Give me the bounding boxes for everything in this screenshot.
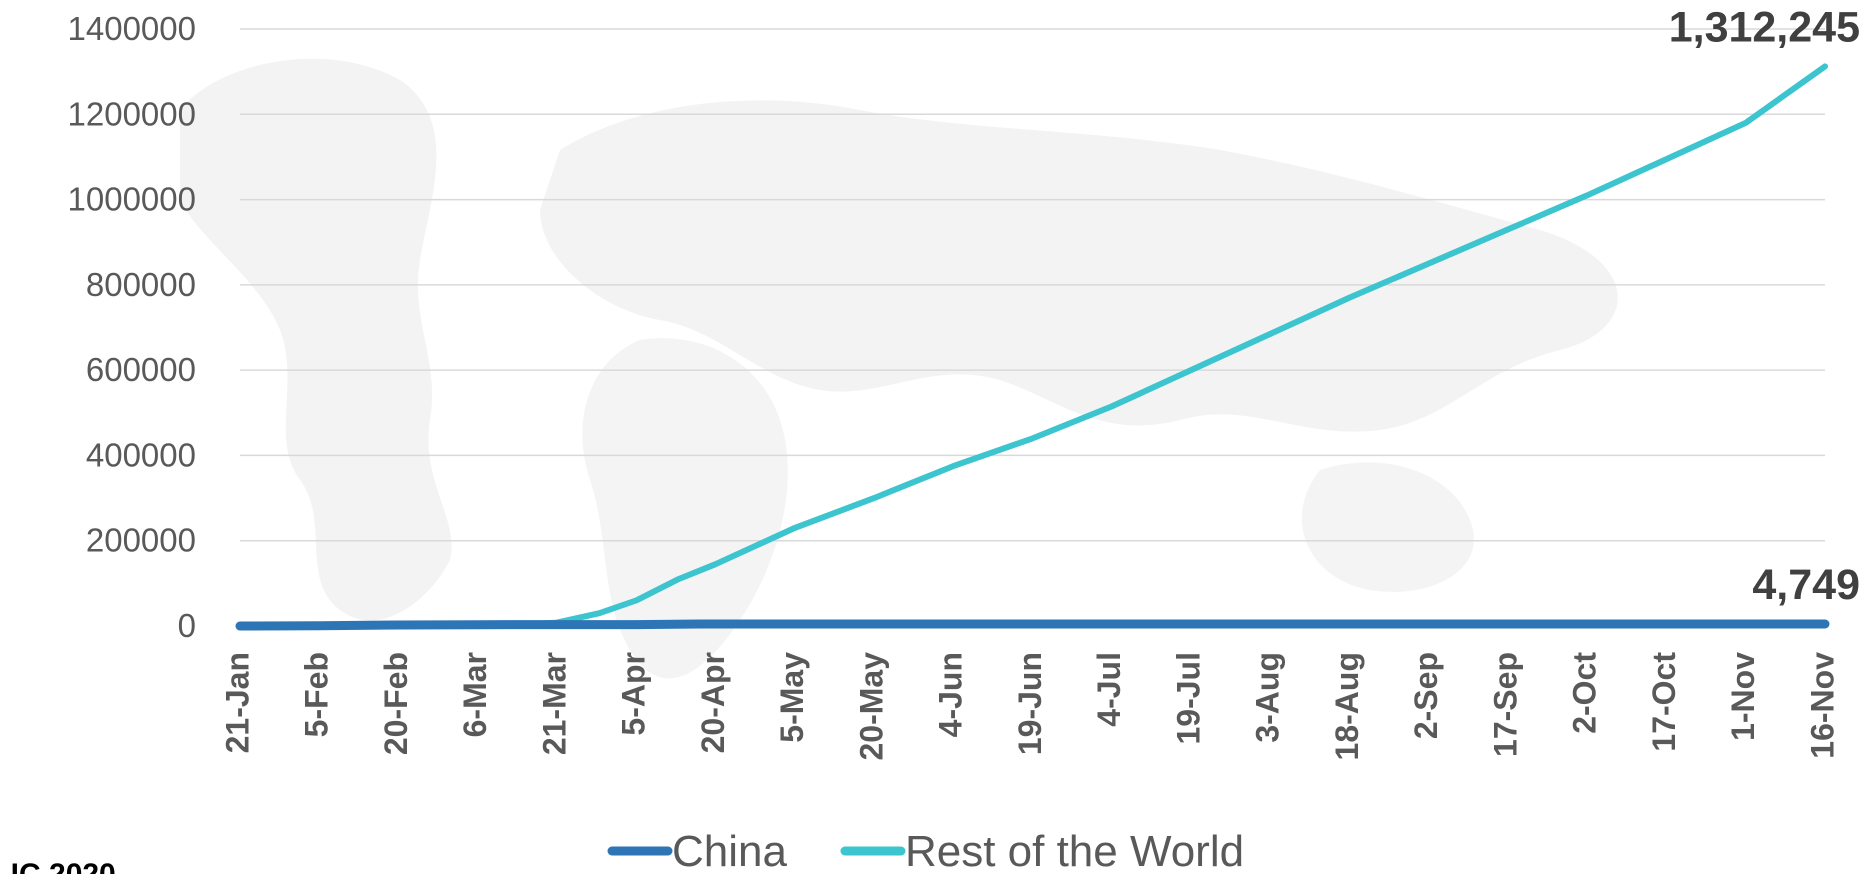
end-value-label: 4,749 xyxy=(1752,561,1860,609)
x-tick-label: 5-Feb xyxy=(299,652,335,737)
x-tick-label: 19-Jul xyxy=(1170,652,1206,744)
map-landmass-americas xyxy=(180,58,452,621)
end-value-label: 1,312,245 xyxy=(1669,3,1860,51)
map-landmass-australia xyxy=(1301,462,1474,592)
legend: China Rest of the World xyxy=(607,827,1244,874)
y-axis: 0 200000 400000 600000 800000 1000000 1200000 1… xyxy=(68,10,196,644)
y-tick-label: 1200000 xyxy=(68,95,196,132)
y-tick-label: 1000000 xyxy=(68,181,196,218)
y-tick-label: 800000 xyxy=(86,266,196,303)
x-tick-label: 1-Nov xyxy=(1725,652,1761,741)
x-tick-label: 17-Oct xyxy=(1646,652,1682,752)
series-line-china xyxy=(235,619,1830,631)
map-landmass-africa xyxy=(582,338,788,679)
x-axis: 21-Jan 5-Feb 20-Feb 6-Mar 21-Mar 5-Apr 20-Apr 5… xyxy=(219,652,1840,761)
legend-label: Rest of the World xyxy=(905,827,1244,874)
end-labels: 4,749 1,312,245 xyxy=(1669,3,1860,609)
x-tick-label: 5-May xyxy=(774,652,810,743)
series-lines xyxy=(235,63,1830,631)
map-landmass-eurasia xyxy=(540,100,1618,432)
y-tick-label: 600000 xyxy=(86,351,196,388)
legend-label: China xyxy=(672,827,787,874)
footnote: ..IC 2020 xyxy=(0,858,116,874)
x-tick-label: 17-Sep xyxy=(1487,652,1523,757)
background-world-map xyxy=(180,58,1618,679)
x-tick-label: 21-Mar xyxy=(536,652,572,755)
x-tick-label: 20-Apr xyxy=(695,652,731,753)
x-tick-label: 20-Feb xyxy=(378,652,414,755)
y-tick-label: 200000 xyxy=(86,522,196,559)
x-tick-label: 6-Mar xyxy=(457,652,493,737)
x-tick-label: 4-Jul xyxy=(1091,652,1127,727)
x-tick-label: 21-Jan xyxy=(219,652,255,753)
x-tick-label: 16-Nov xyxy=(1804,652,1840,759)
x-tick-label: 20-May xyxy=(853,652,889,761)
x-tick-label: 19-Jun xyxy=(1012,652,1048,755)
x-tick-label: 4-Jun xyxy=(933,652,969,737)
x-tick-label: 2-Sep xyxy=(1408,652,1444,739)
y-tick-label: 1400000 xyxy=(68,10,196,47)
x-tick-label: 2-Oct xyxy=(1567,652,1603,734)
x-tick-label: 18-Aug xyxy=(1329,652,1365,760)
x-tick-label: 5-Apr xyxy=(616,652,652,736)
x-tick-label: 3-Aug xyxy=(1250,652,1286,743)
y-tick-label: 0 xyxy=(178,607,196,644)
y-tick-label: 400000 xyxy=(86,436,196,473)
